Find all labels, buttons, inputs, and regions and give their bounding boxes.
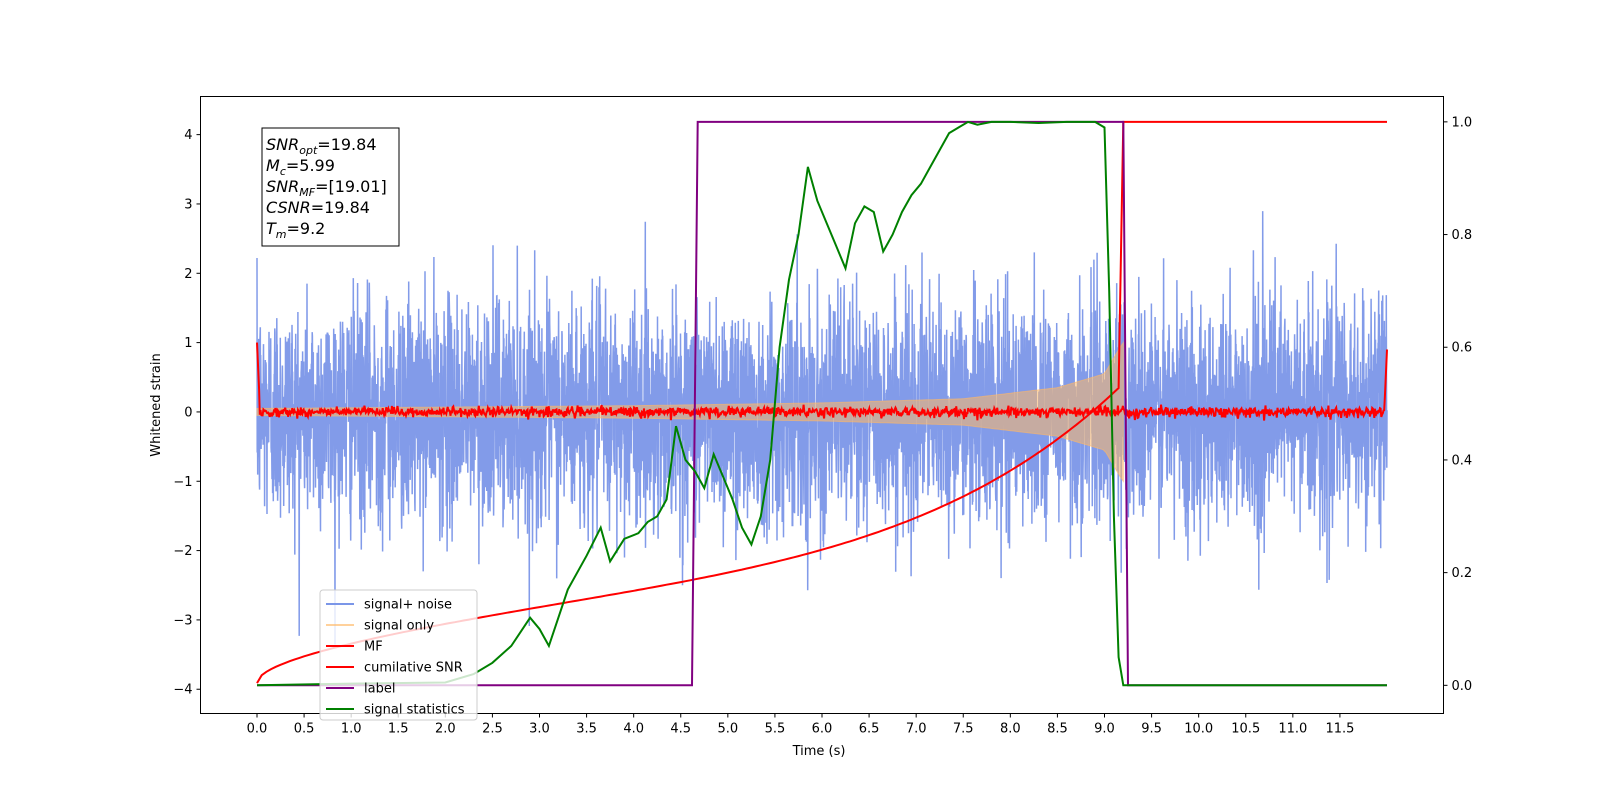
y-axis-label: Whitened strain [149,353,164,456]
y-tick-label: −1 [173,475,192,490]
y-tick-label: 4 [184,128,192,143]
series-signal-statistics [256,120,1387,687]
y-tick-label: −3 [173,613,192,628]
x-tick-label: 10.5 [1231,722,1260,737]
series-mf [256,342,1388,421]
x-tick-label: 10.0 [1184,722,1213,737]
y2-tick-label: 0.8 [1452,228,1473,243]
x-tick-label: 1.5 [388,722,409,737]
info-box: SNRopt=19.84 Mc=5.99 SNRMF=[19.01] CSNR=… [261,127,400,247]
y2-tick-label: 0.0 [1452,679,1473,694]
x-tick-label: 9.0 [1094,722,1115,737]
legend-label-signal-statistics: signal statistics [364,703,465,718]
legend-label-signal-only: signal only [364,619,434,634]
legend-label-signal-noise: signal+ noise [364,598,452,613]
x-tick-label: 3.5 [576,722,597,737]
x-tick-label: 4.0 [623,722,644,737]
x-tick-label: 0.5 [294,722,315,737]
y2-tick-label: 0.6 [1452,341,1473,356]
x-tick-label: 0.0 [247,722,268,737]
y-tick-label: 2 [184,267,192,282]
y2-tick-label: 0.2 [1452,566,1473,581]
info-csnr: CSNR=19.84 [266,198,370,217]
x-tick-label: 9.5 [1141,722,1162,737]
info-snr-mf: SNRMF=[19.01] [266,177,387,199]
info-tm: Tm=9.2 [266,219,325,241]
info-snr-opt: SNRopt=19.84 [266,135,377,157]
x-tick-label: 11.0 [1278,722,1307,737]
x-tick-label: 3.0 [529,722,550,737]
x-tick-label: 11.5 [1325,722,1354,737]
x-tick-label: 6.5 [859,722,880,737]
x-axis-label: Time (s) [792,744,846,759]
x-tick-label: 2.5 [482,722,503,737]
x-tick-label: 7.0 [906,722,927,737]
legend-frame [319,589,478,721]
x-tick-label: 8.0 [1000,722,1021,737]
x-tick-label: 5.5 [765,722,786,737]
legend-label-mf: MF [364,640,383,655]
y-tick-label: 3 [184,197,192,212]
x-tick-label: 2.0 [435,722,456,737]
info-mc: Mc=5.99 [266,156,335,178]
y-tick-label: 0 [184,405,192,420]
legend: signal+ noise signal only MF cumilative SNR… [319,589,478,721]
x-tick-label: 8.5 [1047,722,1068,737]
x-tick-label: 4.5 [670,722,691,737]
y-tick-label: 1 [184,336,192,351]
info-box-frame [261,127,400,247]
legend-label-cumilative-snr: cumilative SNR [364,661,463,676]
x-tick-label: 6.0 [812,722,833,737]
y-tick-label: −4 [173,683,192,698]
y-tick-label: −2 [173,544,192,559]
y2-tick-label: 0.4 [1452,453,1473,468]
x-tick-label: 7.5 [953,722,974,737]
axis-ticks: 0.0 0.5 1.0 1.5 2.0 2.5 3.0 3.5 4.0 4.5 5.0 5.5 6.0 6… [173,115,1472,736]
y2-tick-label: 1.0 [1452,115,1473,130]
x-tick-label: 1.0 [341,722,362,737]
x-tick-label: 5.0 [717,722,738,737]
series-signal-noise [256,211,1388,645]
legend-label-label: label [364,682,395,697]
